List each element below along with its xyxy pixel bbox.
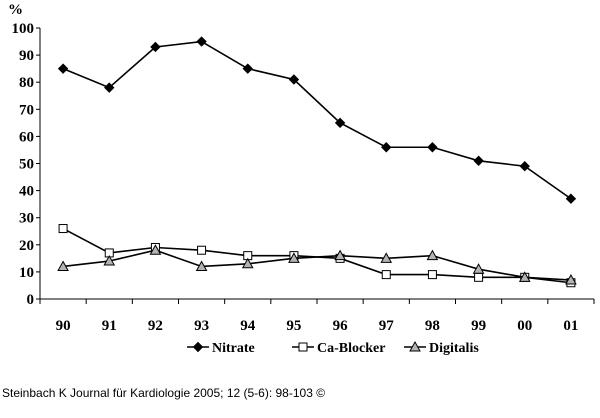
y-tick-label: 90 — [19, 48, 34, 64]
data-point-nitrate — [381, 142, 392, 153]
x-tick-label: 00 — [517, 318, 532, 334]
series-line-digitalis — [62, 249, 571, 281]
y-tick-label: 10 — [19, 265, 34, 281]
data-point-ca-blocker — [381, 270, 391, 280]
x-tick-label: 92 — [148, 318, 163, 334]
x-tick-label: 94 — [240, 318, 256, 334]
series-line-nitrate — [62, 40, 572, 200]
x-tick-label: 90 — [56, 318, 71, 334]
data-point-digitalis — [380, 252, 393, 263]
y-tick-label: 20 — [19, 238, 34, 254]
x-tick-label: 98 — [425, 318, 440, 334]
data-point-digitalis — [103, 255, 116, 266]
x-tick-label: 99 — [471, 318, 486, 334]
legend-label-ca-blocker: Ca-Blocker — [317, 341, 385, 356]
legend-item-digitalis: Digitalis — [404, 340, 479, 356]
series-group — [57, 36, 577, 288]
y-tick-label: 0 — [27, 292, 35, 308]
data-point-digitalis — [57, 260, 69, 271]
data-point-nitrate — [334, 117, 346, 129]
y-tick-label: 30 — [19, 211, 34, 227]
data-point-nitrate — [196, 36, 207, 47]
y-axis-ticks: 0 10 20 30 40 50 60 70 80 90 100 — [12, 21, 40, 308]
x-axis-ticks: 90 91 92 93 94 95 96 97 98 99 00 01 — [39, 299, 595, 334]
data-point-digitalis — [288, 252, 300, 263]
data-point-nitrate — [104, 82, 115, 93]
x-tick-label: 93 — [194, 318, 209, 334]
legend-marker-digitalis — [409, 340, 421, 352]
data-point-ca-blocker — [58, 224, 68, 234]
data-point-ca-blocker — [427, 270, 437, 280]
x-tick-label: 01 — [563, 318, 578, 334]
data-point-nitrate — [519, 161, 530, 172]
data-point-digitalis — [518, 271, 531, 282]
y-tick-label: 50 — [19, 157, 34, 173]
legend-label-digitalis: Digitalis — [429, 341, 479, 356]
data-point-digitalis — [334, 249, 346, 261]
data-point-digitalis — [241, 257, 254, 269]
legend-item-ca-blocker: Ca-Blocker — [292, 341, 385, 356]
data-point-digitalis — [472, 263, 485, 274]
data-point-nitrate — [288, 74, 300, 85]
legend-item-nitrate: Nitrate — [187, 341, 255, 356]
series-line-ca-blocker — [62, 227, 572, 284]
legend-marker-nitrate — [192, 341, 204, 353]
data-point-nitrate — [242, 63, 253, 74]
series-digitalis — [57, 244, 577, 285]
legend-label-nitrate: Nitrate — [212, 341, 255, 356]
citation-text: Steinbach K Journal für Kardiologie 2005… — [2, 386, 326, 400]
series-nitrate — [57, 36, 577, 204]
x-tick-label: 95 — [286, 318, 301, 334]
data-point-digitalis — [426, 249, 439, 261]
data-point-nitrate — [565, 193, 577, 204]
legend: Nitrate Ca-Blocker Digitalis — [187, 340, 479, 356]
data-point-digitalis — [565, 274, 577, 285]
y-tick-label: 100 — [12, 21, 35, 37]
y-tick-label: 70 — [19, 102, 34, 118]
data-point-nitrate — [427, 142, 438, 153]
y-tick-label: 80 — [19, 75, 34, 91]
data-point-digitalis — [195, 260, 208, 271]
series-ca-blocker — [58, 224, 576, 288]
data-point-ca-blocker — [474, 272, 484, 282]
legend-marker-ca-blocker — [298, 342, 308, 352]
x-tick-label: 91 — [102, 318, 117, 334]
y-tick-label: 60 — [19, 129, 34, 145]
x-tick-label: 96 — [333, 318, 349, 334]
x-tick-label: 97 — [379, 318, 395, 334]
y-axis-unit-label: % — [8, 2, 23, 18]
data-point-ca-blocker — [197, 245, 207, 255]
y-tick-label: 40 — [19, 184, 34, 200]
data-point-digitalis — [149, 244, 162, 255]
data-point-nitrate — [57, 63, 69, 74]
data-point-nitrate — [473, 155, 484, 166]
data-point-nitrate — [150, 41, 161, 53]
